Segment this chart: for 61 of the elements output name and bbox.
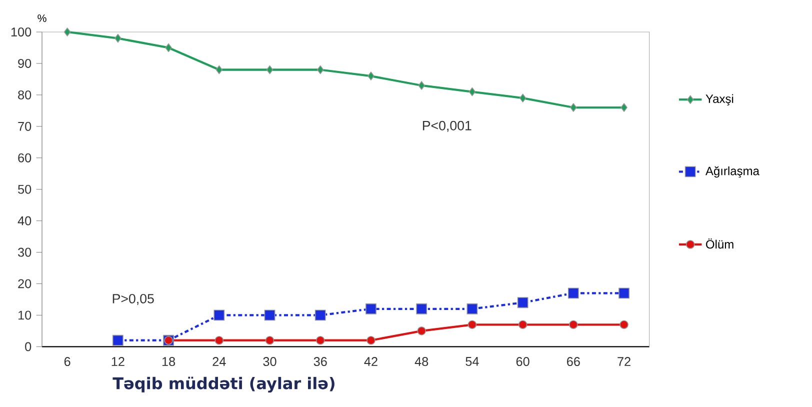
point (466, 304, 478, 315)
x-tick-label: 42 (364, 357, 378, 366)
point (316, 336, 325, 345)
legend-label: Ağırlaşma (705, 166, 760, 178)
y-tick-label: 50 (18, 185, 32, 194)
point (568, 288, 579, 299)
point (518, 320, 528, 330)
x-tick-label: 54 (466, 357, 479, 366)
x-tick-label: 48 (414, 357, 428, 366)
point (618, 288, 630, 299)
y-tick-label: 100 (11, 28, 32, 37)
point (114, 34, 122, 43)
point (366, 304, 376, 315)
y-tick-label: 10 (18, 310, 32, 320)
y-tick-label: 40 (18, 216, 32, 226)
point (418, 81, 425, 90)
point (468, 320, 477, 330)
y-tick-label: 0 (25, 342, 32, 352)
legend-label: Yaxşi (706, 94, 734, 106)
point (570, 103, 577, 112)
point (64, 28, 71, 37)
x-tick-label: 36 (314, 357, 327, 366)
x-tick-label: 72 (618, 357, 630, 366)
point (416, 304, 428, 315)
annotation: P>0,05 (112, 294, 154, 306)
point (265, 336, 274, 345)
point (368, 72, 374, 81)
point (314, 310, 326, 321)
x-tick-label: 24 (212, 357, 226, 366)
y-tick-label: 30 (18, 248, 32, 257)
x-tick-label: 18 (162, 357, 176, 366)
point (165, 44, 172, 52)
annotation: P<0,001 (422, 121, 472, 132)
point (620, 103, 628, 112)
point (569, 320, 578, 330)
x-tick-label: 12 (112, 357, 124, 366)
point (316, 66, 324, 74)
y-axis-title: % (38, 14, 46, 22)
x-axis-title: Təqib müddəti (aylar ilə) (112, 376, 334, 393)
point (266, 66, 274, 74)
x-tick-label: 6 (64, 357, 70, 366)
point (214, 336, 224, 345)
y-tick-label: 60 (18, 154, 32, 163)
x-tick-label: 30 (263, 357, 276, 366)
y-tick-label: 80 (18, 90, 32, 100)
point (517, 297, 528, 308)
legend-label: Ölüm (706, 238, 734, 249)
point (366, 336, 376, 345)
point (417, 326, 426, 336)
point (468, 88, 476, 96)
point (264, 310, 276, 321)
point (214, 310, 225, 321)
point (216, 66, 223, 74)
point (620, 320, 628, 330)
y-tick-label: 70 (18, 122, 32, 132)
point (112, 335, 124, 346)
x-tick-label: 66 (567, 357, 580, 366)
y-tick-label: 20 (18, 279, 32, 288)
point (519, 94, 526, 103)
y-tick-label: 90 (18, 59, 32, 68)
x-tick-label: 60 (516, 357, 530, 366)
